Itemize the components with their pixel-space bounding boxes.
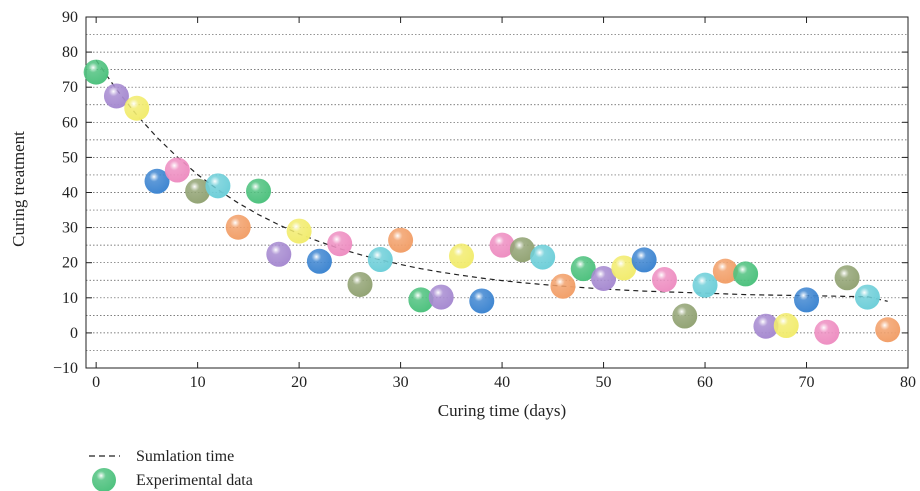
- x-tick-label: 20: [291, 374, 307, 391]
- y-tick-label: −10: [53, 360, 78, 377]
- experimental-data-point: [753, 313, 779, 339]
- x-tick-label: 0: [92, 374, 100, 391]
- x-tick-label: 10: [190, 374, 206, 391]
- experimental-data-point: [794, 287, 820, 313]
- x-tick-label: 30: [393, 374, 409, 391]
- x-tick-label: 80: [900, 374, 916, 391]
- experimental-data-point: [631, 247, 657, 273]
- y-tick-label: 40: [62, 185, 78, 202]
- legend: Sumlation time Experimental data: [89, 448, 253, 491]
- legend-sphere-marker: [92, 468, 116, 491]
- experimental-data-point: [185, 178, 211, 204]
- experimental-data-point: [611, 255, 637, 281]
- experimental-data-point: [388, 227, 414, 253]
- experimental-data-point: [266, 241, 292, 267]
- experimental-data-point: [144, 168, 170, 194]
- x-axis-title: Curing time (days): [438, 401, 566, 420]
- experimental-data-point: [367, 247, 393, 273]
- experimental-data-point: [489, 232, 515, 258]
- x-tick-label: 70: [799, 374, 815, 391]
- legend-label-simulation: Sumlation time: [136, 448, 234, 465]
- experimental-data-point: [854, 284, 880, 310]
- experimental-data-point: [347, 271, 373, 297]
- experimental-data-point: [509, 237, 535, 263]
- experimental-data-point: [712, 258, 738, 284]
- experimental-data-point: [327, 231, 353, 257]
- experimental-data-point: [469, 288, 495, 314]
- y-tick-label: 10: [62, 290, 78, 307]
- y-tick-label: 60: [62, 114, 78, 131]
- y-tick-label: 50: [62, 149, 78, 166]
- experimental-data-point: [286, 218, 312, 244]
- x-tick-label: 60: [697, 374, 713, 391]
- y-tick-label: 30: [62, 220, 78, 237]
- experimental-data-point: [408, 287, 434, 313]
- experimental-data-point: [103, 83, 129, 109]
- experimental-data-point: [692, 272, 718, 298]
- experimental-data-point: [733, 261, 759, 287]
- simulation-curve-layer: [95, 59, 888, 302]
- experimental-data-point: [550, 273, 576, 299]
- y-tick-label: 90: [62, 9, 78, 26]
- experimental-data-point: [124, 95, 150, 121]
- experimental-data-point: [814, 319, 840, 345]
- experimental-data-point: [651, 267, 677, 293]
- experimental-data-point: [875, 317, 901, 343]
- experimental-data-point: [530, 244, 556, 270]
- y-tick-label: 0: [70, 325, 78, 342]
- experimental-points-layer: [83, 59, 901, 345]
- experimental-data-point: [834, 265, 860, 291]
- experimental-data-point: [591, 265, 617, 291]
- experimental-data-point: [164, 157, 190, 183]
- experimental-data-point: [246, 178, 272, 204]
- legend-label-experimental: Experimental data: [136, 472, 253, 489]
- experimental-data-point: [773, 313, 799, 339]
- experimental-data-point: [448, 243, 474, 269]
- experimental-data-point: [570, 256, 596, 282]
- experimental-data-point: [83, 59, 109, 85]
- experimental-data-point: [205, 173, 231, 199]
- experimental-data-point: [306, 248, 332, 274]
- experimental-data-point: [672, 303, 698, 329]
- x-tick-label: 40: [494, 374, 510, 391]
- y-tick-label: 80: [62, 44, 78, 61]
- x-tick-label: 50: [596, 374, 612, 391]
- y-tick-label: 70: [62, 79, 78, 96]
- simulation-dashed-curve: [95, 59, 888, 302]
- axis-ticks: −10 0 10 20 30 40 50 60 70 80 90 0 10 20 30 40 50 60 70 80: [53, 9, 916, 391]
- experimental-data-point: [225, 214, 251, 240]
- y-axis-title: Curing treatment: [9, 131, 28, 247]
- y-tick-label: 20: [62, 255, 78, 272]
- experimental-data-point: [428, 284, 454, 310]
